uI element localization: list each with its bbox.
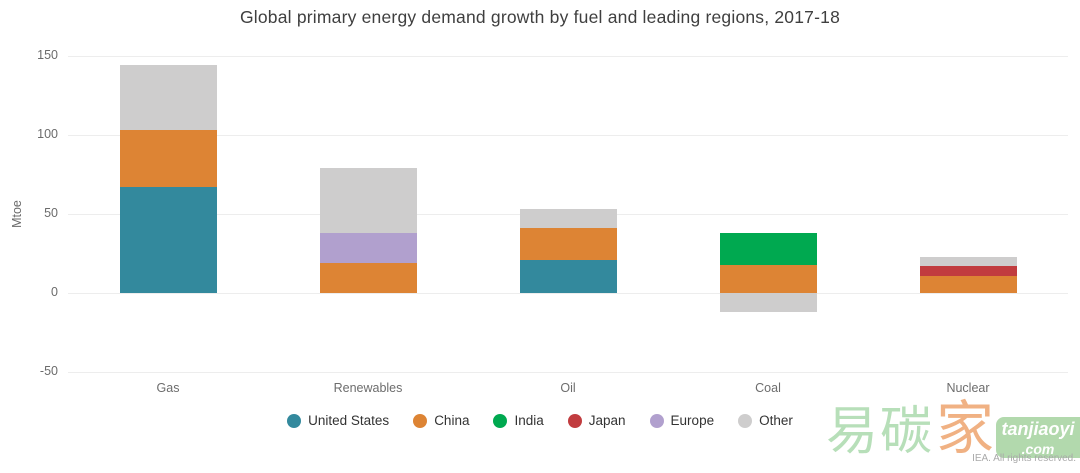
watermark: 易碳 家 (826, 396, 994, 461)
legend-item-china[interactable]: China (413, 413, 469, 428)
x-category-label-renewables: Renewables (333, 381, 403, 395)
legend-label-japan: Japan (588, 413, 626, 428)
x-category-label-coal: Coal (755, 381, 781, 395)
watermark-badge: tanjiaoyi .com (996, 417, 1080, 458)
legend-marker-india (493, 413, 508, 428)
copyright-text: IEA. All rights reserved. (972, 453, 1076, 464)
bar-segment-europe-renewables[interactable] (319, 232, 417, 263)
bar-segment-china-nuclear[interactable] (919, 275, 1017, 293)
legend-label-china: China (434, 413, 470, 428)
bar-segment-other-renewables[interactable] (319, 168, 417, 233)
legend-item-japan[interactable]: Japan (567, 413, 626, 428)
grid-line-y--50 (68, 371, 1068, 373)
bar-segment-china-oil[interactable] (519, 228, 617, 260)
y-tick-label--50: -50 (39, 364, 58, 378)
bar-segment-china-renewables[interactable] (319, 262, 417, 293)
bar-segment-india-coal[interactable] (719, 232, 817, 265)
y-tick-label-0: 0 (51, 285, 58, 299)
bar-segment-other-coal[interactable] (719, 293, 817, 312)
legend-marker-united-states (287, 413, 302, 428)
legend-label-united-states: United States (308, 413, 390, 428)
bar-segment-other-nuclear[interactable] (919, 256, 1017, 267)
legend-marker-japan (567, 413, 582, 428)
bar-segment-china-coal[interactable] (719, 264, 817, 293)
bar-segment-united-states-oil[interactable] (519, 259, 617, 293)
y-tick-label-50: 50 (44, 206, 58, 220)
chart-title: Global primary energy demand growth by f… (239, 7, 841, 27)
bar-segment-other-gas[interactable] (119, 65, 217, 131)
grid-line-y-100 (68, 134, 1068, 136)
bar-segment-united-states-gas[interactable] (119, 187, 217, 293)
legend-marker-europe (649, 413, 664, 428)
watermark-badge-domain: tanjiaoyi (1001, 419, 1075, 439)
bar-segment-other-oil[interactable] (519, 209, 617, 229)
legend-marker-china (413, 413, 428, 428)
legend-item-united-states[interactable]: United States (287, 413, 389, 428)
legend-label-other: Other (759, 413, 793, 428)
bar-segment-japan-nuclear[interactable] (919, 266, 1017, 276)
watermark-cn-text-orange: 家 (935, 396, 994, 461)
grid-line-y-150 (68, 55, 1068, 57)
x-category-label-nuclear: Nuclear (946, 381, 990, 395)
x-category-label-oil: Oil (560, 381, 576, 395)
legend-item-europe[interactable]: Europe (649, 413, 715, 428)
legend-marker-other (738, 413, 753, 428)
legend-label-india: India (514, 413, 544, 428)
grid-line-y-0 (68, 292, 1068, 294)
y-tick-label-100: 100 (37, 127, 58, 141)
legend: United States China India Japan Europe Other (0, 413, 1080, 428)
watermark-badge-tld: .com (1021, 441, 1055, 457)
legend-item-other[interactable]: Other (738, 413, 793, 428)
bar-segment-china-gas[interactable] (119, 130, 217, 188)
x-category-label-gas: Gas (156, 381, 180, 395)
y-tick-label-150: 150 (37, 48, 58, 62)
legend-item-india[interactable]: India (493, 413, 544, 428)
legend-label-europe: Europe (670, 413, 715, 428)
